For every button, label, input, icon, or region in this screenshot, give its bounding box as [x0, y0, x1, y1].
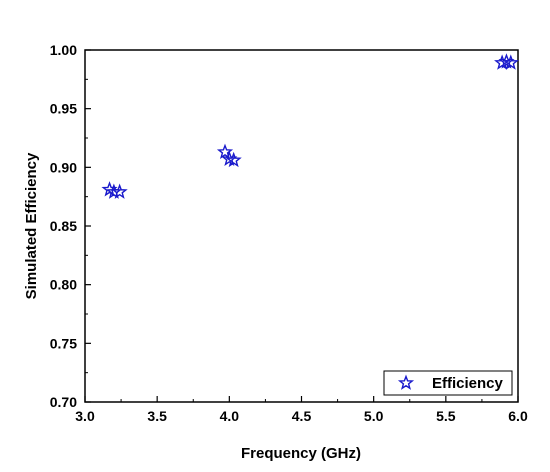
x-tick-label: 5.0	[364, 408, 384, 424]
data-point	[498, 53, 515, 69]
data-point	[502, 54, 519, 70]
legend-box	[383, 370, 513, 396]
y-axis: 0.70 0.75 0.80 0.85 0.90 0.95 1.00	[50, 42, 91, 410]
x-tick-label: 3.5	[147, 408, 167, 424]
y-axis-title: Simulated Efficiency	[23, 152, 40, 299]
x-tick-label: 4.0	[220, 408, 240, 424]
legend-star-marker	[397, 374, 415, 390]
y-tick-label: 0.85	[50, 218, 77, 234]
y-tick-label: 0.95	[50, 101, 77, 117]
y-tick-label: 0.70	[50, 394, 77, 410]
x-tick-label: 3.0	[75, 408, 95, 424]
x-axis: 3.0 3.5 4.0 4.5 5.0 5.5 6.0	[75, 396, 528, 424]
data-point	[221, 150, 238, 166]
data-point	[225, 151, 242, 168]
data-points	[101, 53, 519, 199]
y-tick-label: 0.90	[50, 159, 77, 175]
y-tick-label: 0.75	[50, 335, 77, 351]
y-tick-label: 1.00	[50, 42, 77, 58]
plot-area	[84, 49, 519, 403]
x-tick-label: 4.5	[292, 408, 312, 424]
legend-label: Efficiency	[432, 375, 504, 392]
x-tick-label: 5.5	[436, 408, 456, 424]
y-tick-label: 0.80	[50, 277, 77, 293]
data-point	[216, 143, 234, 159]
data-point	[111, 183, 128, 199]
x-tick-label: 6.0	[508, 408, 528, 424]
plot-frame	[84, 49, 519, 403]
legend: Efficiency	[383, 370, 513, 396]
x-axis-title: Frequency (GHz)	[241, 445, 361, 462]
